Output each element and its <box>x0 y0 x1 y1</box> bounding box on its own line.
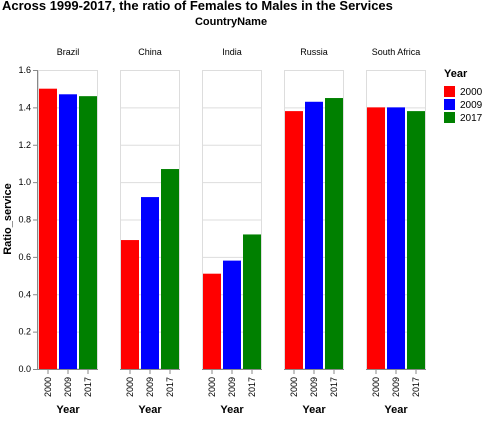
legend-swatch-2017 <box>444 112 455 123</box>
y-axis-title: Ratio_service <box>2 183 14 255</box>
legend-label-2000: 2000 <box>460 87 483 98</box>
panel-title: India <box>222 47 242 57</box>
bar-south-africa-2009 <box>387 107 405 369</box>
bar-india-2017 <box>243 234 261 369</box>
y-tick-label: 0.2 <box>18 327 31 337</box>
chart-title: Across 1999-2017, the ratio of Females t… <box>2 0 393 13</box>
y-tick-label: 1.6 <box>18 65 31 75</box>
bar-russia-2017 <box>325 98 343 369</box>
bar-russia-2009 <box>305 101 323 370</box>
x-tick-label: 2009 <box>145 377 155 397</box>
bar-brazil-2000 <box>39 88 57 369</box>
legend: Year 2000 2009 2017 <box>444 68 483 124</box>
panel-title: China <box>138 47 162 57</box>
x-tick-label: 2000 <box>371 377 381 397</box>
x-tick-label: 2017 <box>247 377 257 397</box>
bar-russia-2000 <box>285 111 303 370</box>
x-tick-label: 2000 <box>289 377 299 397</box>
x-tick-label: 2017 <box>329 377 339 397</box>
bar-south-africa-2000 <box>367 107 385 369</box>
x-axis-title: Year <box>220 404 244 416</box>
y-tick-label: 0.6 <box>18 252 31 262</box>
bar-china-2000 <box>121 240 139 369</box>
legend-swatch-2000 <box>444 86 455 97</box>
y-tick-label: 0.4 <box>18 289 31 299</box>
bar-india-2000 <box>203 273 221 369</box>
y-tick-label: 1.2 <box>18 140 31 150</box>
y-tick-label: 1.0 <box>18 177 31 187</box>
x-axis-title: Year <box>138 404 162 416</box>
bar-china-2017 <box>161 169 179 369</box>
bar-south-africa-2017 <box>407 111 425 370</box>
x-tick-label: 2017 <box>83 377 93 397</box>
panel-title: South Africa <box>372 47 421 57</box>
x-tick-label: 2000 <box>207 377 217 397</box>
legend-title: Year <box>444 68 468 80</box>
bar-india-2009 <box>223 260 241 369</box>
x-tick-label: 2009 <box>227 377 237 397</box>
panel-title: Brazil <box>57 47 80 57</box>
bar-brazil-2009 <box>59 94 77 369</box>
legend-swatch-2009 <box>444 99 455 110</box>
x-axis-title: Year <box>384 404 408 416</box>
x-tick-label: 2017 <box>165 377 175 397</box>
x-tick-label: 2000 <box>125 377 135 397</box>
x-tick-label: 2009 <box>309 377 319 397</box>
x-tick-label: 2009 <box>391 377 401 397</box>
x-tick-label: 2009 <box>63 377 73 397</box>
bar-china-2009 <box>141 197 159 369</box>
y-tick-label: 0.8 <box>18 215 31 225</box>
bar-brazil-2017 <box>79 96 97 369</box>
legend-label-2009: 2009 <box>460 100 483 111</box>
x-tick-label: 2000 <box>43 377 53 397</box>
facet-header-title: CountryName <box>195 16 267 28</box>
x-tick-label: 2017 <box>411 377 421 397</box>
x-axis-title: Year <box>302 404 326 416</box>
y-tick-label: 1.4 <box>18 102 31 112</box>
x-axis-title: Year <box>56 404 80 416</box>
y-tick-label: 0.0 <box>18 364 31 374</box>
legend-label-2017: 2017 <box>460 113 483 124</box>
panel-title: Russia <box>300 47 328 57</box>
